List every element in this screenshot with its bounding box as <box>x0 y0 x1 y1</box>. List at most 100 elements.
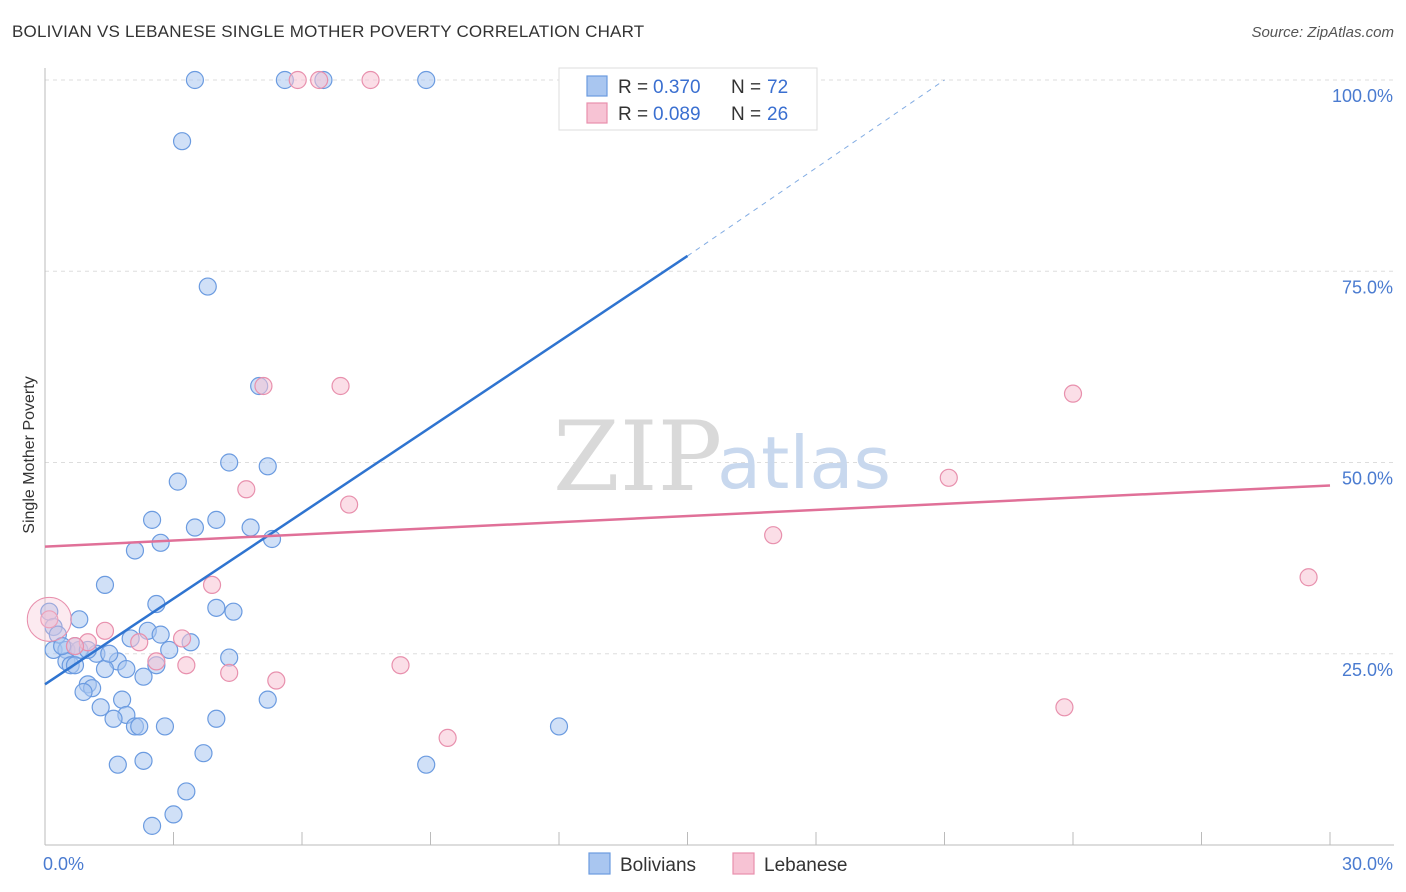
bolivian-point <box>207 709 226 728</box>
legend-r-label: R = <box>618 77 648 98</box>
lebanese-point <box>220 663 239 682</box>
lebanese-point <box>764 526 783 545</box>
grid-lines <box>45 79 1394 655</box>
watermark: ZIP atlas <box>553 401 891 513</box>
bolivian-point <box>417 70 436 90</box>
bolivian-point <box>258 690 277 709</box>
bottom-legend-swatch-lebanese <box>732 852 755 875</box>
chart-title: BOLIVIAN VS LEBANESE SINGLE MOTHER POVER… <box>12 22 645 41</box>
bolivian-point <box>207 510 226 529</box>
bolivian-point <box>100 644 119 663</box>
bottom-legend: Bolivians Lebanese <box>588 852 847 876</box>
legend-n-value: 72 <box>767 77 788 98</box>
bolivian-point <box>168 472 187 491</box>
bottom-legend-lebanese: Lebanese <box>764 855 847 876</box>
legend: R = 0.370 N = 72 R = 0.089 N = 26 <box>558 67 818 131</box>
bolivian-point <box>177 782 196 801</box>
y-tick-label: 75.0% <box>1342 277 1393 297</box>
lebanese-point <box>939 468 958 487</box>
legend-r-label: R = <box>618 104 648 125</box>
bolivian-point <box>194 744 213 763</box>
lebanese-point <box>1299 568 1318 587</box>
bolivian-point <box>74 682 93 702</box>
bolivian-point <box>130 717 149 736</box>
bottom-legend-bolivians: Bolivians <box>620 855 696 876</box>
lebanese-point <box>288 70 307 90</box>
bolivian-point <box>549 717 569 736</box>
lebanese-point <box>267 671 286 690</box>
bolivian-point <box>104 709 123 728</box>
legend-swatch-bolivians <box>586 75 608 97</box>
bolivian-point <box>134 667 153 686</box>
bolivian-point <box>134 751 153 770</box>
lebanese-point <box>1063 384 1083 403</box>
lebanese-trend-line <box>44 484 1331 548</box>
bolivian-point <box>172 132 192 151</box>
lebanese-point <box>65 636 85 656</box>
y-tick-label: 50.0% <box>1342 469 1393 489</box>
legend-n-label: N = <box>731 77 761 98</box>
x-tick-label: 30.0% <box>1342 854 1393 874</box>
lebanese-point <box>26 596 72 642</box>
bolivian-point <box>70 610 89 629</box>
bolivian-point <box>185 70 205 90</box>
bolivian-point <box>95 575 115 595</box>
lebanese-point <box>147 652 166 671</box>
bolivian-point <box>125 541 145 560</box>
watermark-atlas: atlas <box>717 421 891 505</box>
legend-r-value: 0.370 <box>653 77 701 98</box>
bottom-legend-swatch-bolivians <box>588 852 611 875</box>
legend-r-value: 0.089 <box>653 104 701 125</box>
bolivian-point <box>112 690 132 709</box>
lebanese-point <box>438 728 457 748</box>
lebanese-point <box>237 480 256 499</box>
bolivian-point <box>258 457 277 476</box>
bolivian-point <box>151 625 170 644</box>
lebanese-point <box>202 575 222 595</box>
lebanese-point <box>1055 698 1074 717</box>
lebanese-point <box>361 70 380 90</box>
lebanese-point <box>172 629 192 648</box>
lebanese-point <box>95 621 115 640</box>
y-tick-label: 25.0% <box>1342 660 1393 680</box>
bolivian-point <box>142 816 162 835</box>
bolivian-point <box>241 518 260 537</box>
lebanese-point <box>130 633 149 652</box>
bolivians-trend-extension <box>687 79 945 257</box>
bolivian-point <box>224 602 243 621</box>
bolivian-point <box>220 648 239 667</box>
bolivian-point <box>417 755 436 774</box>
y-tick-label: 100.0% <box>1332 86 1393 106</box>
legend-n-value: 26 <box>767 104 788 125</box>
source-label: Source: ZipAtlas.com <box>1251 24 1394 41</box>
bolivian-point <box>108 755 127 774</box>
trend-lines <box>44 79 1331 686</box>
tick-labels: 25.0% 50.0% 75.0% 100.0% 0.0% 30.0% <box>43 86 1393 874</box>
bolivian-point <box>220 453 239 472</box>
data-points <box>26 70 1318 835</box>
lebanese-point <box>310 70 329 90</box>
bolivian-point <box>95 659 115 679</box>
bolivians-trend-line <box>44 254 689 686</box>
bolivian-point <box>155 717 175 736</box>
axes <box>44 68 1394 846</box>
lebanese-point <box>331 376 350 396</box>
y-axis-label: Single Mother Poverty <box>21 376 38 533</box>
bolivian-point <box>164 805 183 824</box>
bolivian-point <box>142 510 162 529</box>
legend-n-label: N = <box>731 104 761 125</box>
bolivian-point <box>198 277 217 296</box>
x-tick-label: 0.0% <box>43 854 84 874</box>
lebanese-point <box>254 376 273 396</box>
bolivian-point <box>185 518 205 537</box>
watermark-zip: ZIP <box>553 401 722 513</box>
bolivian-point <box>207 598 226 617</box>
bolivian-point <box>117 659 136 679</box>
lebanese-point <box>40 610 59 629</box>
bolivian-point <box>91 698 110 717</box>
legend-swatch-lebanese <box>586 102 608 124</box>
bolivian-point <box>160 640 179 660</box>
lebanese-point <box>391 656 410 675</box>
lebanese-point <box>177 656 196 675</box>
